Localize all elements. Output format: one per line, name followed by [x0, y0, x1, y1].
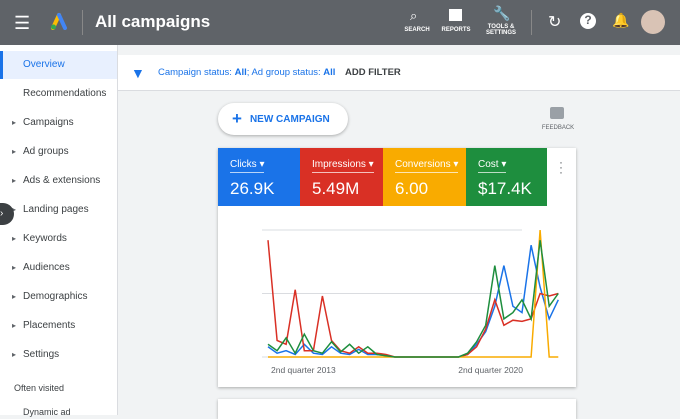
button-label: NEW CAMPAIGN: [249, 114, 330, 125]
filter-bar: ▼ Campaign status: All; Ad group status:…: [118, 55, 680, 91]
series-line: [267, 240, 559, 358]
metric-value: 6.00: [395, 179, 429, 198]
filter-value: All: [234, 67, 247, 78]
metric-tile[interactable]: Clicks ▾ 26.9K: [218, 148, 300, 206]
filter-value: All: [323, 67, 336, 78]
refresh-icon[interactable]: ↻: [548, 14, 562, 31]
expand-button[interactable]: ›: [0, 203, 14, 225]
series-line: [267, 240, 559, 358]
nav-item[interactable]: Keywords: [0, 225, 117, 253]
chart: 2nd quarter 2013 2nd quarter 2020: [262, 229, 559, 375]
metric-value: $17.4K: [478, 179, 532, 198]
metric-tile[interactable]: Impressions ▾ 5.49M: [300, 148, 383, 206]
search-button[interactable]: SEARCH: [404, 27, 430, 33]
nav-item[interactable]: Demographics: [0, 283, 117, 311]
nav-item[interactable]: Overview: [0, 51, 117, 79]
menu-icon[interactable]: ☰: [14, 13, 31, 33]
metric-label: Conversions ▾: [395, 159, 459, 173]
feedback-label: FEEDBACK: [541, 125, 575, 131]
nav-item[interactable]: Landing pages: [0, 196, 117, 224]
new-campaign-button[interactable]: + NEW CAMPAIGN: [218, 103, 348, 135]
metric-label: Cost ▾: [478, 159, 507, 173]
logo: [51, 13, 67, 30]
metric-label: Impressions ▾: [312, 159, 374, 173]
nav-item[interactable]: Audiences: [0, 254, 117, 282]
nav-item[interactable]: Settings: [0, 341, 117, 369]
nav-item[interactable]: Placements: [0, 312, 117, 340]
series-line: [267, 245, 559, 358]
metric-value: 26.9K: [230, 179, 275, 198]
filter-label: ; Ad group status:: [246, 67, 324, 78]
tools-button[interactable]: TOOLS & SETTINGS: [485, 24, 516, 36]
nav-item[interactable]: Recommendations: [23, 88, 107, 99]
filter-text[interactable]: Campaign status: All; Ad group status: A…: [158, 67, 335, 78]
nav-item[interactable]: Dynamic ad: [23, 407, 71, 417]
metric-tile[interactable]: Cost ▾ $17.4K: [466, 148, 547, 206]
x-tick-label: 2nd quarter 2013: [271, 365, 336, 375]
page-title: All campaigns: [95, 12, 211, 31]
metric-label: Clicks ▾: [230, 159, 265, 173]
x-tick-label: 2nd quarter 2020: [458, 365, 523, 375]
reports-button[interactable]: REPORTS: [441, 27, 471, 33]
add-filter-button[interactable]: ADD FILTER: [345, 67, 401, 78]
nav-item[interactable]: Campaigns: [0, 109, 117, 137]
section-label: Often visited: [14, 383, 65, 393]
avatar[interactable]: [641, 10, 665, 34]
sidebar: Overview Recommendations CampaignsAd group…: [0, 45, 118, 417]
nav-item[interactable]: Ad groups: [0, 138, 117, 166]
filter-label: Campaign status:: [158, 67, 235, 78]
notifications-icon[interactable]: 🔔: [612, 12, 630, 28]
metric-value: 5.49M: [312, 179, 360, 198]
metric-tile[interactable]: Conversions ▾ 6.00: [383, 148, 466, 206]
top-bar: ☰ All campaigns SEARCH ⌕ REPORTS TOOLS &…: [0, 0, 680, 45]
feedback-icon[interactable]: [550, 107, 564, 119]
help-icon[interactable]: ?: [580, 13, 596, 29]
nav-item[interactable]: Ads & extensions: [0, 167, 117, 195]
second-card: [218, 399, 576, 419]
more-menu[interactable]: · · ·: [559, 155, 563, 179]
